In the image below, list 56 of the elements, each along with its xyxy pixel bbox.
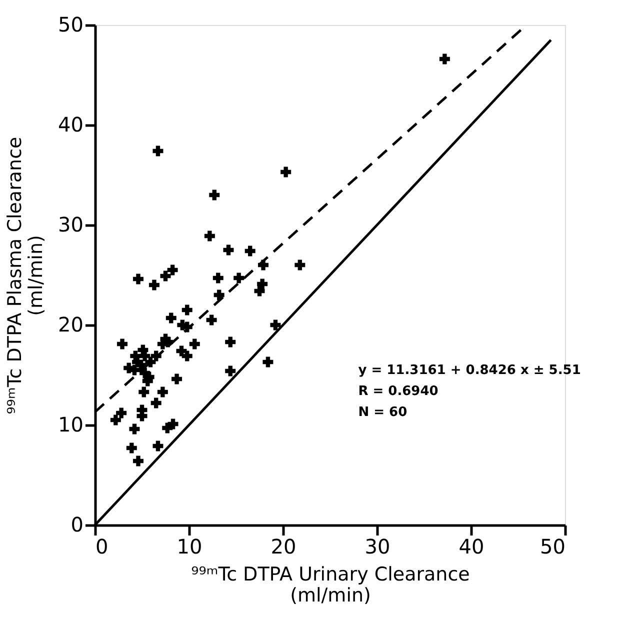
point [110, 414, 121, 426]
point [189, 338, 200, 350]
annotation: N = 60 [358, 405, 408, 420]
point [225, 366, 236, 376]
point [152, 440, 164, 452]
y-axis-title: ⁹⁹ᵐTc DTPA Plasma Clearance (ml/min) [4, 136, 48, 414]
point [204, 230, 215, 242]
point [152, 146, 164, 156]
point [129, 424, 140, 434]
y-tick-label: 30 [58, 212, 84, 236]
point [209, 190, 220, 200]
point [167, 264, 178, 276]
y-tick-label: 10 [58, 412, 84, 436]
point [150, 398, 162, 408]
point [162, 422, 173, 434]
point [140, 350, 150, 362]
y-tick-label: 50 [58, 12, 84, 36]
point [132, 274, 144, 284]
point [182, 350, 192, 362]
point [244, 246, 256, 256]
point [439, 54, 450, 64]
x-tick-label: 40 [458, 534, 484, 558]
point [254, 286, 265, 296]
x-tick-label: 30 [364, 534, 390, 558]
point [166, 312, 176, 324]
point [132, 456, 144, 466]
point [225, 336, 236, 348]
x-tick-label: 50 [540, 534, 566, 558]
point [117, 338, 128, 350]
point [206, 314, 217, 326]
point [138, 386, 150, 398]
point [280, 166, 292, 178]
x-tick-label: 10 [176, 534, 202, 558]
point [116, 408, 127, 418]
x-axis-title: ⁹⁹ᵐTc DTPA Urinary Clearance (ml/min) [191, 564, 470, 606]
point [294, 260, 306, 270]
point [212, 272, 224, 284]
x-tick-label: 20 [270, 534, 296, 558]
annotation: R = 0.6940 [358, 384, 438, 399]
y-tick-label: 20 [58, 312, 84, 336]
point [257, 278, 268, 290]
point [157, 386, 168, 398]
point [172, 374, 182, 384]
point [182, 304, 192, 316]
x-tick-label: 0 [96, 534, 108, 558]
point [160, 270, 171, 282]
point [136, 410, 148, 422]
point [270, 320, 281, 330]
point [148, 280, 160, 290]
point [126, 442, 137, 454]
y-tick-label: 0 [70, 512, 84, 536]
point [262, 356, 274, 368]
annotation: y = 11.3161 + 0.8426 x ± 5.51 [358, 363, 581, 378]
point [223, 244, 234, 256]
y-tick-label: 40 [58, 112, 84, 136]
point [234, 272, 244, 284]
